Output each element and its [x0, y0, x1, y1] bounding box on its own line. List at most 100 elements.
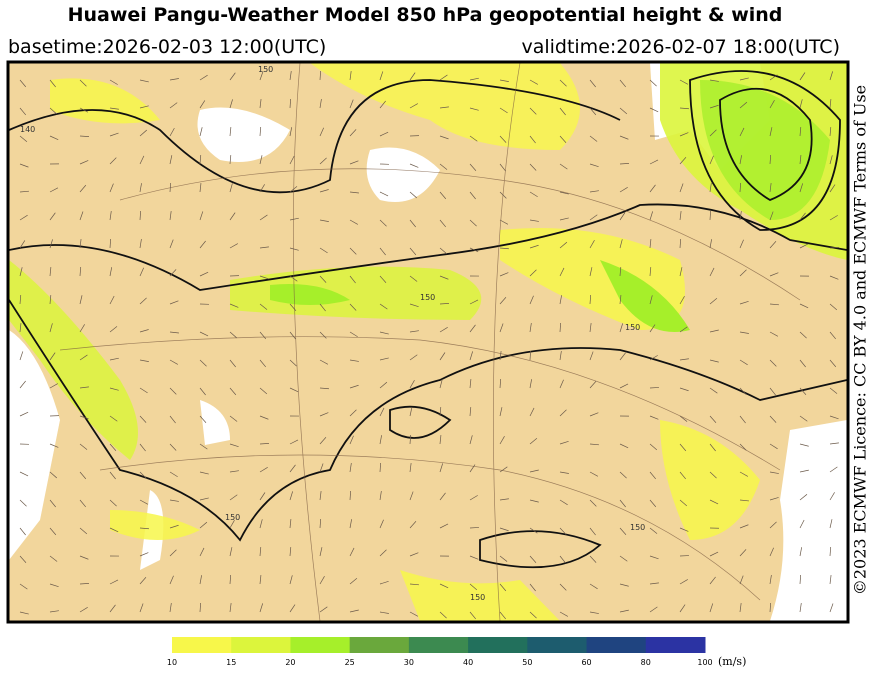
wind-arrow	[289, 155, 295, 165]
wind-arrow	[109, 579, 119, 585]
wind-arrow	[739, 300, 749, 305]
wind-arrow	[649, 443, 658, 451]
wind-arrow	[169, 603, 172, 613]
wind-arrow	[439, 523, 449, 529]
wind-arrow	[79, 499, 86, 508]
wind-arrow	[19, 583, 28, 590]
wind-arrow	[469, 464, 476, 473]
wind-arrow	[259, 603, 264, 613]
wind-arrow	[799, 469, 809, 473]
wind-arrow	[439, 583, 449, 589]
wind-arrow	[19, 107, 27, 116]
wind-arrow	[379, 435, 382, 445]
wind-arrow	[559, 583, 567, 591]
wind-arrow	[529, 323, 532, 333]
wind-arrow	[19, 323, 22, 333]
wind-arrow	[799, 99, 803, 109]
wind-arrow	[799, 574, 801, 585]
wind-arrow	[619, 471, 627, 479]
wind-arrow	[259, 575, 262, 585]
wind-arrow	[499, 498, 509, 501]
wind-arrow	[139, 267, 145, 277]
wind-arrow	[619, 135, 629, 140]
wind-arrow	[109, 183, 114, 193]
map-frame	[6, 60, 850, 624]
wind-arrow	[829, 71, 834, 81]
wind-arrow	[619, 352, 626, 361]
wind-arrow	[499, 466, 508, 473]
wind-arrow	[769, 443, 778, 450]
wind-arrow	[709, 415, 717, 423]
wind-arrow	[589, 381, 597, 389]
wind-arrow	[649, 582, 659, 585]
wind-arrow	[619, 212, 626, 221]
wind-arrow	[229, 155, 232, 165]
wind-arrow	[469, 351, 474, 361]
wind-arrow	[289, 98, 292, 109]
wind-arrow	[769, 387, 776, 396]
wind-arrow	[559, 79, 567, 87]
wind-arrow	[229, 72, 236, 81]
wind-arrow	[769, 602, 771, 613]
wind-arrow	[319, 70, 321, 81]
wind-arrow	[529, 437, 538, 445]
wind-arrow	[19, 135, 28, 143]
wind-arrow	[679, 415, 688, 422]
wind-arrow	[709, 499, 719, 505]
wind-arrow	[649, 79, 657, 87]
wind-arrow	[619, 295, 622, 305]
wind-arrow	[289, 217, 299, 221]
wind-arrow	[169, 471, 178, 478]
wind-arrow	[679, 387, 689, 392]
wind-arrow	[649, 239, 652, 249]
wind-arrow	[769, 100, 775, 109]
wind-arrow	[259, 303, 268, 310]
wind-arrow	[379, 381, 388, 389]
wind-arrow	[679, 358, 689, 361]
wind-arrow	[739, 182, 741, 193]
wind-arrow	[109, 79, 118, 85]
wind-arrow	[829, 466, 838, 473]
wind-arrow	[49, 295, 52, 305]
wind-arrow	[679, 527, 689, 532]
wind-arrow	[79, 295, 83, 305]
colorbar-swatch	[349, 637, 410, 653]
wind-arrow	[49, 583, 59, 588]
wind-arrow	[769, 127, 773, 137]
wind-arrow	[799, 443, 809, 447]
wind-arrow	[469, 163, 477, 171]
wind-arrow	[799, 331, 807, 339]
wind-arrow	[529, 611, 537, 619]
wind-arrow	[559, 471, 569, 474]
wind-arrow	[349, 129, 357, 137]
wind-arrow	[739, 549, 747, 557]
wind-arrow	[499, 297, 507, 305]
wind-arrow	[379, 191, 389, 197]
wind-arrow	[199, 155, 202, 165]
wind-arrow	[79, 324, 85, 333]
wind-arrow	[229, 99, 233, 109]
wind-arrow	[499, 583, 507, 592]
wind-arrow	[829, 155, 833, 165]
wind-arrow	[199, 521, 208, 529]
wind-arrow	[229, 359, 236, 368]
wind-arrow	[739, 155, 742, 165]
wind-arrow	[769, 415, 777, 423]
wind-arrow	[439, 327, 448, 333]
wind-arrow	[799, 212, 806, 221]
wind-arrow	[169, 155, 173, 165]
wind-arrow	[619, 79, 626, 88]
wind-arrow	[139, 239, 142, 249]
wind-arrow	[139, 79, 149, 83]
wind-arrow	[289, 127, 293, 137]
title: Huawei Pangu-Weather Model 850 hPa geopo…	[67, 4, 783, 26]
colorbar-tick-label: 25	[345, 658, 355, 667]
wind-arrow	[139, 359, 149, 362]
wind-arrow	[319, 491, 322, 501]
wind-arrow	[589, 583, 598, 590]
wind-arrow	[199, 415, 207, 423]
wind-arrow	[139, 210, 141, 221]
wind-arrow	[169, 359, 178, 365]
wind-arrow	[199, 547, 205, 557]
wind-arrow	[49, 187, 59, 193]
